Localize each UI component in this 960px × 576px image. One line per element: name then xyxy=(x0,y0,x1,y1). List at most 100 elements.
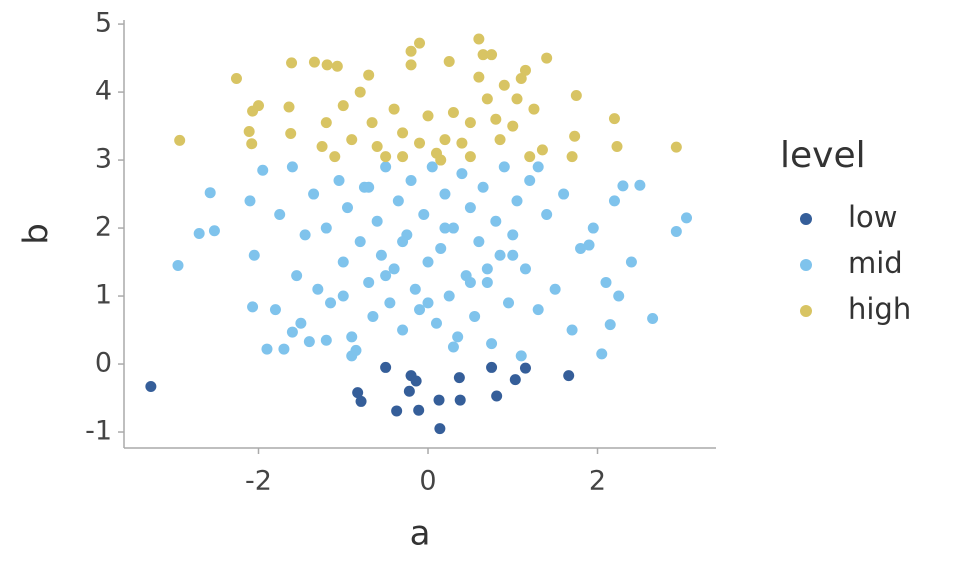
point xyxy=(670,141,682,153)
point xyxy=(486,338,498,350)
point xyxy=(346,134,358,146)
point xyxy=(253,100,265,112)
point xyxy=(388,263,400,275)
point xyxy=(473,236,485,248)
point xyxy=(439,188,451,200)
point xyxy=(426,161,438,173)
point xyxy=(321,59,333,71)
point xyxy=(541,208,553,220)
point xyxy=(473,33,485,45)
point xyxy=(494,134,506,146)
point xyxy=(617,180,629,192)
point xyxy=(524,151,536,163)
point xyxy=(486,49,498,61)
point xyxy=(363,181,375,193)
point xyxy=(608,195,620,207)
point xyxy=(532,304,544,316)
point xyxy=(397,236,409,248)
point xyxy=(422,110,434,122)
point xyxy=(397,127,409,139)
point xyxy=(507,120,519,132)
point xyxy=(439,134,451,146)
point xyxy=(337,256,349,268)
point xyxy=(575,242,587,254)
point xyxy=(587,222,599,234)
point xyxy=(246,138,258,150)
point xyxy=(312,283,324,295)
point xyxy=(452,331,464,343)
y-tick-label: -1 xyxy=(85,416,112,447)
point xyxy=(352,387,364,399)
point xyxy=(204,187,216,199)
point xyxy=(434,423,446,435)
point xyxy=(337,100,349,112)
point xyxy=(647,312,659,324)
point xyxy=(397,151,409,163)
point xyxy=(422,297,434,309)
point xyxy=(384,297,396,309)
point xyxy=(363,276,375,288)
point xyxy=(498,161,510,173)
point xyxy=(481,276,493,288)
point xyxy=(274,208,286,220)
point xyxy=(532,161,544,173)
point xyxy=(490,215,502,227)
point xyxy=(391,405,403,417)
point xyxy=(172,259,184,271)
point xyxy=(563,370,575,382)
point xyxy=(244,195,256,207)
point xyxy=(570,89,582,101)
point xyxy=(611,140,623,152)
legend-label: high xyxy=(848,292,911,326)
point xyxy=(541,52,553,64)
point xyxy=(278,343,290,355)
legend-marker xyxy=(800,213,812,225)
point xyxy=(422,256,434,268)
point xyxy=(566,324,578,336)
point xyxy=(447,222,459,234)
point xyxy=(388,103,400,115)
point xyxy=(320,117,332,129)
point xyxy=(596,348,608,360)
point xyxy=(583,239,595,251)
point xyxy=(316,140,328,152)
point xyxy=(243,126,255,138)
point xyxy=(498,79,510,91)
legend-marker xyxy=(800,259,812,271)
point xyxy=(490,113,502,125)
point xyxy=(230,72,242,84)
y-axis-label: b xyxy=(17,223,57,245)
point xyxy=(600,276,612,288)
point xyxy=(413,404,425,416)
point xyxy=(341,202,353,214)
x-tick-label: 2 xyxy=(589,466,606,497)
point xyxy=(283,101,295,113)
y-tick-label: 5 xyxy=(95,8,112,39)
point xyxy=(464,117,476,129)
point xyxy=(494,249,506,261)
point xyxy=(507,249,519,261)
point xyxy=(634,179,646,191)
point xyxy=(509,374,521,386)
point xyxy=(355,395,367,407)
point xyxy=(558,188,570,200)
point xyxy=(325,297,337,309)
point xyxy=(299,229,311,241)
point xyxy=(414,37,426,49)
point xyxy=(549,283,561,295)
point xyxy=(481,263,493,275)
point xyxy=(261,343,273,355)
point xyxy=(418,208,430,220)
point xyxy=(320,334,332,346)
point xyxy=(286,326,298,338)
point xyxy=(511,93,523,105)
point xyxy=(608,113,620,125)
point xyxy=(447,341,459,353)
point xyxy=(193,227,205,239)
point xyxy=(286,57,298,69)
point xyxy=(337,290,349,302)
point xyxy=(464,202,476,214)
point xyxy=(464,151,476,163)
point xyxy=(403,385,415,397)
